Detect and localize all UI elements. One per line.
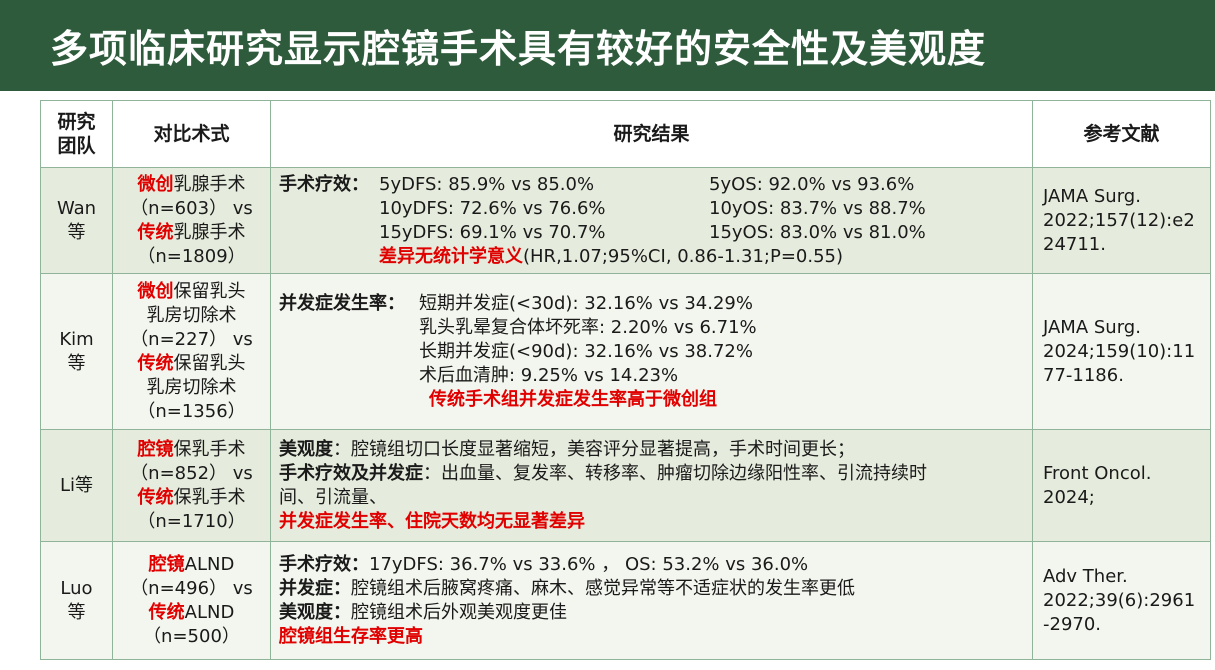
reference-cell: Front Oncol. 2024;: [1032, 429, 1211, 542]
method-cell: 微创保留乳头 乳房切除术 （n=227） vs 传统保留乳头 乳房切除术 （n=…: [112, 273, 271, 430]
study-table: 研究 团队 对比术式 研究结果 参考文献 Wan 等 微创乳腺手术 （n=603…: [40, 100, 1211, 660]
team-cell: Luo 等: [40, 541, 113, 660]
method-cell: 微创乳腺手术 （n=603） vs 传统乳腺手术 （n=1809）: [112, 167, 271, 274]
team-cell: Li等: [40, 429, 113, 542]
reference-cell: JAMA Surg. 2022;157(12):e2 24711.: [1032, 167, 1211, 274]
reference-cell: Adv Ther. 2022;39(6):2961 -2970.: [1032, 541, 1211, 660]
header-method: 对比术式: [112, 100, 271, 168]
method-cell: 腔镜保乳手术 （n=852） vs 传统保乳手术 （n=1710）: [112, 429, 271, 542]
result-cell: 并发症发生率： 短期并发症(<30d): 32.16% vs 34.29% 乳头乳…: [270, 273, 1033, 430]
header-result: 研究结果: [270, 100, 1033, 168]
header-ref: 参考文献: [1032, 100, 1211, 168]
method-cell: 腔镜ALND （n=496） vs 传统ALND （n=500）: [112, 541, 271, 660]
table-header-row: 研究 团队 对比术式 研究结果 参考文献: [40, 100, 1211, 168]
team-cell: Kim 等: [40, 273, 113, 430]
table-row: Kim 等 微创保留乳头 乳房切除术 （n=227） vs 传统保留乳头 乳房切…: [40, 273, 1211, 430]
header-team: 研究 团队: [40, 100, 113, 168]
page-title: 多项临床研究显示腔镜手术具有较好的安全性及美观度: [0, 0, 1215, 91]
table-row: Luo 等 腔镜ALND （n=496） vs 传统ALND （n=500） 手…: [40, 541, 1211, 660]
result-cell: 美观度：腔镜组切口长度显著缩短，美容评分显著提高，手术时间更长； 手术疗效及并发…: [270, 429, 1033, 542]
reference-cell: JAMA Surg. 2024;159(10):11 77-1186.: [1032, 273, 1211, 430]
result-cell: 手术疗效： 5yDFS: 85.9% vs 85.0% 5yOS: 92.0% vs…: [270, 167, 1033, 274]
table-row: Li等 腔镜保乳手术 （n=852） vs 传统保乳手术 （n=1710） 美观…: [40, 429, 1211, 542]
team-cell: Wan 等: [40, 167, 113, 274]
table-row: Wan 等 微创乳腺手术 （n=603） vs 传统乳腺手术 （n=1809） …: [40, 167, 1211, 274]
result-cell: 手术疗效：17yDFS: 36.7% vs 33.6% ， OS: 53.2% …: [270, 541, 1033, 660]
